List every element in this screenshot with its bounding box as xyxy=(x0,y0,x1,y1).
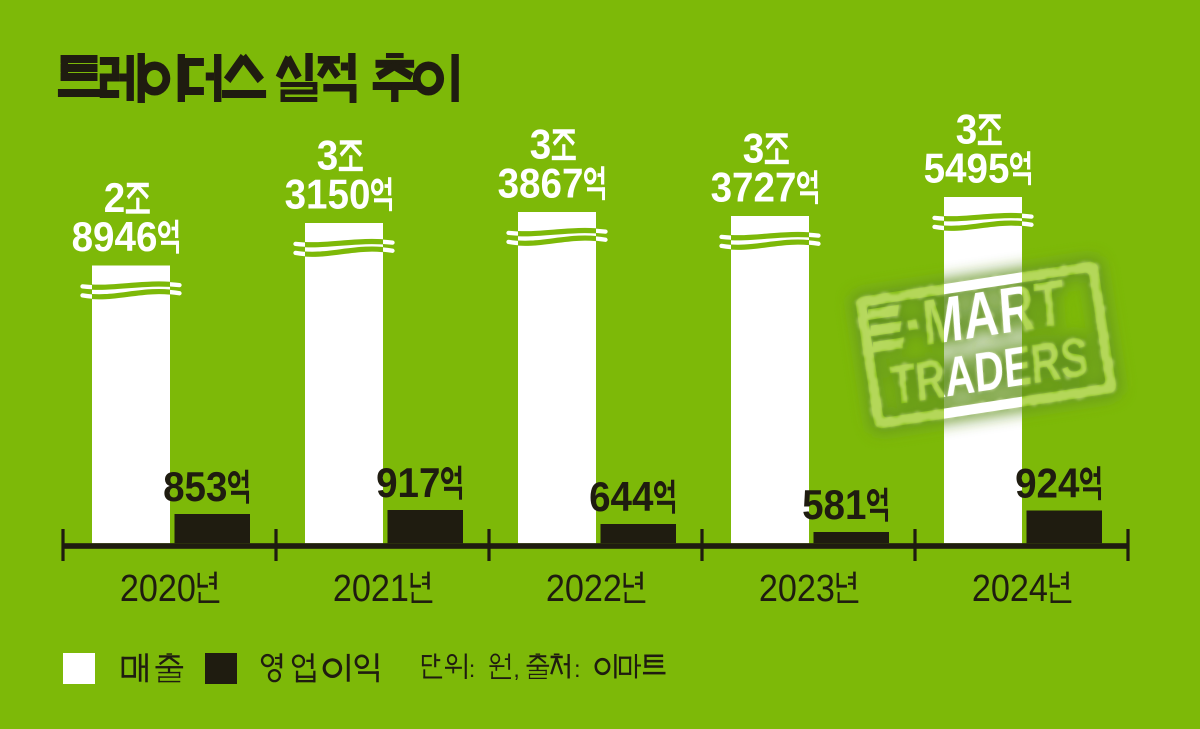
svg-text:3: 3 xyxy=(530,122,551,168)
svg-text:581: 581 xyxy=(802,483,866,529)
svg-text:3867: 3867 xyxy=(498,161,584,207)
svg-text:3: 3 xyxy=(743,126,764,172)
svg-text:2024: 2024 xyxy=(972,566,1048,609)
svg-text:853: 853 xyxy=(163,465,227,511)
svg-text:3727: 3727 xyxy=(711,165,797,211)
svg-text:2021: 2021 xyxy=(333,566,409,609)
svg-text:2: 2 xyxy=(104,176,125,222)
svg-text:3: 3 xyxy=(956,107,977,153)
svg-text:917: 917 xyxy=(376,461,440,507)
svg-text:924: 924 xyxy=(1015,461,1080,507)
svg-text::: : xyxy=(574,656,580,682)
svg-text:2020: 2020 xyxy=(120,566,196,609)
svg-text:2022: 2022 xyxy=(546,566,622,609)
svg-text:5495: 5495 xyxy=(924,146,1010,192)
svg-text:3: 3 xyxy=(317,133,338,179)
svg-text:644: 644 xyxy=(589,475,654,521)
svg-text::: : xyxy=(469,656,475,682)
svg-text:,: , xyxy=(513,656,519,682)
svg-text:8946: 8946 xyxy=(72,215,158,261)
svg-text:2023: 2023 xyxy=(759,566,835,609)
svg-text:3150: 3150 xyxy=(285,172,371,218)
